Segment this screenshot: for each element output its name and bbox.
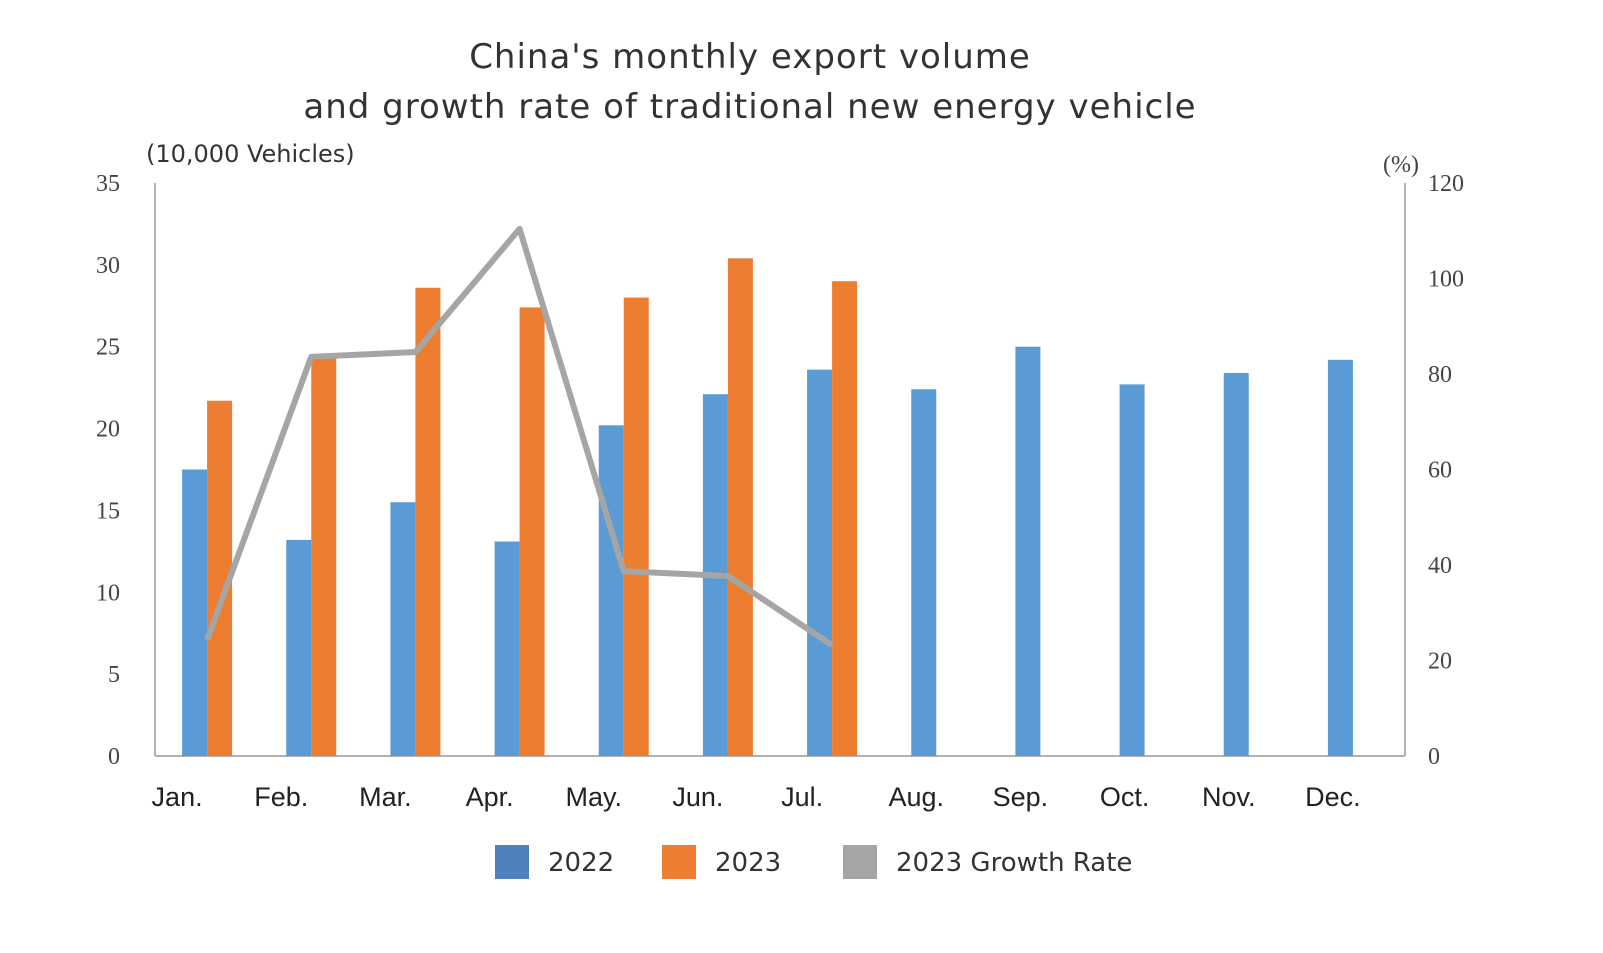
bar-2022	[1223, 372, 1249, 756]
y2-tick-label: 100	[1428, 267, 1464, 293]
x-tick-label: Jun.	[672, 782, 723, 812]
bar-2023	[415, 287, 441, 756]
bar-2022	[598, 425, 624, 756]
y2-tick-label: 120	[1428, 171, 1464, 197]
legend-label-3: 2023 Growth Rate	[896, 848, 1132, 878]
y-tick-label: 5	[108, 662, 120, 688]
y2-tick-label: 60	[1428, 458, 1452, 484]
y-axis-label: (10,000 Vehicles)	[146, 140, 355, 168]
bar-2022	[1015, 346, 1041, 756]
y-tick-label: 20	[96, 417, 120, 443]
y2-tick-label: 20	[1428, 649, 1452, 675]
bar-2023	[519, 307, 545, 756]
y-tick-label: 35	[96, 171, 120, 197]
legend-label-1: 2022	[548, 848, 614, 878]
x-tick-label: Dec.	[1305, 782, 1361, 812]
y2-tick-label: 0	[1428, 744, 1440, 770]
x-tick-label: Nov.	[1202, 782, 1256, 812]
y-tick-label: 10	[96, 580, 120, 606]
legend-swatch-2	[662, 845, 696, 879]
x-tick-label: May.	[565, 782, 622, 812]
bar-2022	[182, 469, 208, 756]
x-tick-label: Aug.	[888, 782, 944, 812]
legend-swatch-1	[495, 845, 529, 879]
bar-2022	[286, 539, 312, 756]
x-tick-label: Mar.	[359, 782, 412, 812]
x-tick-label: Jan.	[152, 782, 203, 812]
bar-2022	[390, 502, 416, 756]
bar-2022	[1327, 359, 1353, 756]
y-tick-label: 15	[96, 498, 120, 524]
x-tick-label: Feb.	[254, 782, 308, 812]
bar-2023	[832, 281, 858, 756]
bar-2022	[1119, 384, 1145, 756]
legend-label-2: 2023	[715, 848, 781, 878]
y2-tick-label: 40	[1428, 553, 1452, 579]
chart-title-line2: and growth rate of traditional new energ…	[303, 87, 1196, 127]
bar-2023	[311, 356, 337, 756]
bar-2022	[494, 541, 520, 756]
y-tick-label: 25	[96, 335, 120, 361]
y2-axis-label: (%)	[1383, 152, 1419, 178]
bar-2022	[807, 369, 833, 756]
x-tick-label: Jul.	[781, 782, 823, 812]
x-tick-label: Sep.	[993, 782, 1049, 812]
bar-2023	[623, 297, 649, 756]
y2-tick-label: 80	[1428, 362, 1452, 388]
legend-swatch-3	[843, 845, 877, 879]
y-tick-label: 30	[96, 253, 120, 279]
x-tick-label: Oct.	[1100, 782, 1150, 812]
bar-2023	[727, 258, 753, 756]
bar-2022	[911, 389, 937, 756]
y-tick-label: 0	[108, 744, 120, 770]
x-tick-label: Apr.	[466, 782, 514, 812]
chart-title-line1: China's monthly export volume	[469, 37, 1031, 77]
